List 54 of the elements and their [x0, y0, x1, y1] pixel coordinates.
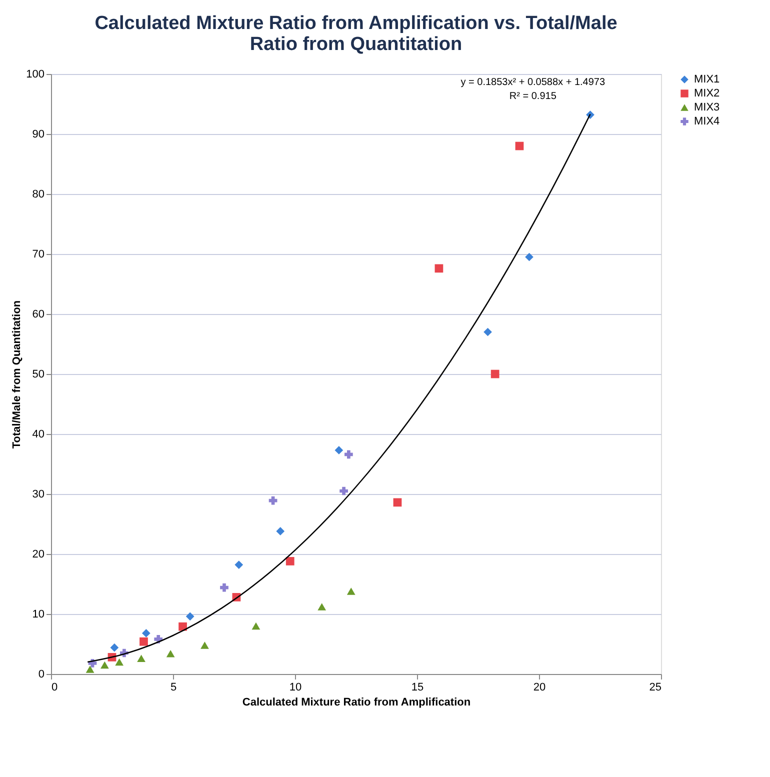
y-tick-label: 60: [32, 308, 44, 320]
x-tick-label: 20: [533, 682, 546, 694]
legend-label: MIX4: [694, 116, 720, 128]
point: [525, 252, 534, 262]
point: [334, 446, 344, 454]
point: [252, 622, 260, 630]
y-tick-label: 0: [38, 668, 44, 680]
x-axis-title: Calculated Mixture Ratio from Amplification: [242, 696, 471, 708]
legend-label: MIX1: [694, 74, 720, 86]
point: [234, 560, 244, 569]
point: [344, 450, 353, 459]
point: [268, 496, 278, 505]
x-tick-label: 15: [411, 682, 424, 694]
point: [137, 654, 146, 662]
text: Calculated Mixture Ratio from Amplification vs. Total/Male: [94, 13, 618, 34]
y-axis-title: Total/Male from Quantitation: [11, 300, 24, 449]
point: [276, 527, 285, 536]
point: [346, 588, 356, 595]
point: [220, 583, 228, 592]
point: [490, 370, 500, 378]
x-tick-label: 5: [170, 682, 177, 694]
y-tick-label: 10: [32, 608, 44, 620]
y-tick-label: 30: [32, 488, 44, 500]
point: [100, 661, 109, 669]
legend-label: MIX2: [694, 88, 720, 100]
y-tick-label: 50: [32, 368, 44, 380]
point: [110, 643, 119, 652]
y-tick-label: 80: [32, 188, 44, 200]
point: [434, 264, 444, 273]
point: [200, 642, 209, 649]
point: [318, 603, 326, 610]
point: [393, 498, 402, 507]
point: [86, 666, 94, 673]
x-tick-label: 10: [289, 682, 302, 694]
legend-label: MIX3: [694, 102, 720, 114]
point: [186, 612, 194, 621]
annotation: R² = 0.915: [509, 91, 557, 102]
point: [142, 629, 150, 638]
y-tick-label: 100: [26, 68, 44, 80]
y-tick-label: 70: [32, 248, 44, 260]
y-tick-label: 90: [32, 128, 44, 140]
point: [140, 637, 148, 646]
point: [115, 658, 124, 666]
point: [515, 142, 524, 150]
x-tick-label: 25: [649, 682, 662, 694]
point: [340, 486, 348, 496]
point: [166, 650, 175, 658]
annotation: y = 0.1853x² + 0.0588x + 1.4973: [460, 77, 606, 88]
text: Ratio from Quantitation: [250, 34, 462, 55]
point: [286, 557, 294, 566]
y-tick-label: 40: [32, 428, 44, 440]
x-tick-label: 0: [52, 682, 58, 694]
y-tick-label: 20: [32, 548, 44, 560]
point: [484, 328, 492, 336]
